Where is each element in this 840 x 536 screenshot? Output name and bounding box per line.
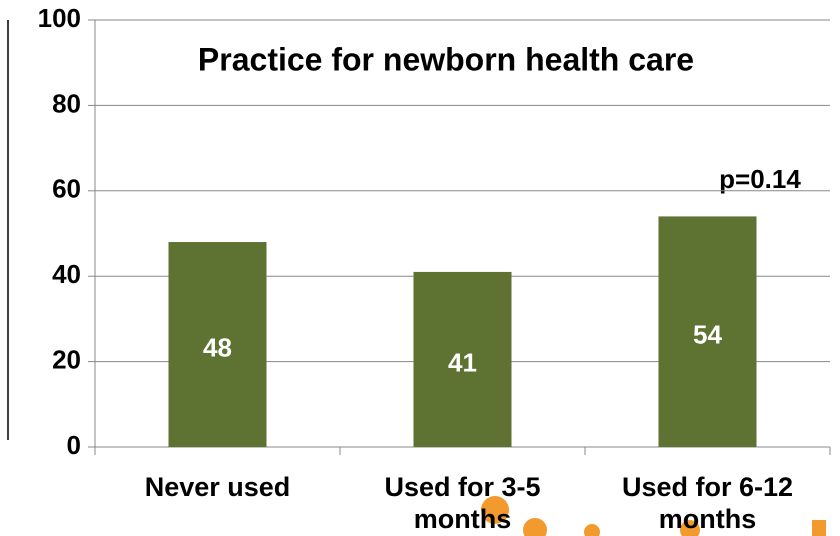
decoration <box>680 520 700 536</box>
y-tick-label: 100 <box>38 3 81 33</box>
x-tick-label: Used for 3-5 months <box>384 472 541 534</box>
x-tick-label: Never used <box>144 472 291 502</box>
bar <box>413 271 512 447</box>
x-tick-label: Used for 6-12 months <box>621 472 794 534</box>
decoration <box>812 520 826 536</box>
annotation: p=0.14 <box>719 164 801 194</box>
y-tick-label: 80 <box>52 88 81 118</box>
bar <box>658 216 757 447</box>
y-tick-label: 0 <box>67 430 81 460</box>
data-label: 48 <box>203 332 232 362</box>
bar <box>168 242 267 447</box>
data-label: 54 <box>693 320 722 350</box>
y-tick-label: 60 <box>52 174 81 204</box>
y-tick-label: 40 <box>52 259 81 289</box>
decoration <box>481 496 509 524</box>
decoration <box>584 524 600 536</box>
decoration <box>523 518 547 536</box>
y-tick-label: 20 <box>52 344 81 374</box>
chart-title: Practice for newborn health care <box>198 41 694 77</box>
data-label: 41 <box>448 347 477 377</box>
